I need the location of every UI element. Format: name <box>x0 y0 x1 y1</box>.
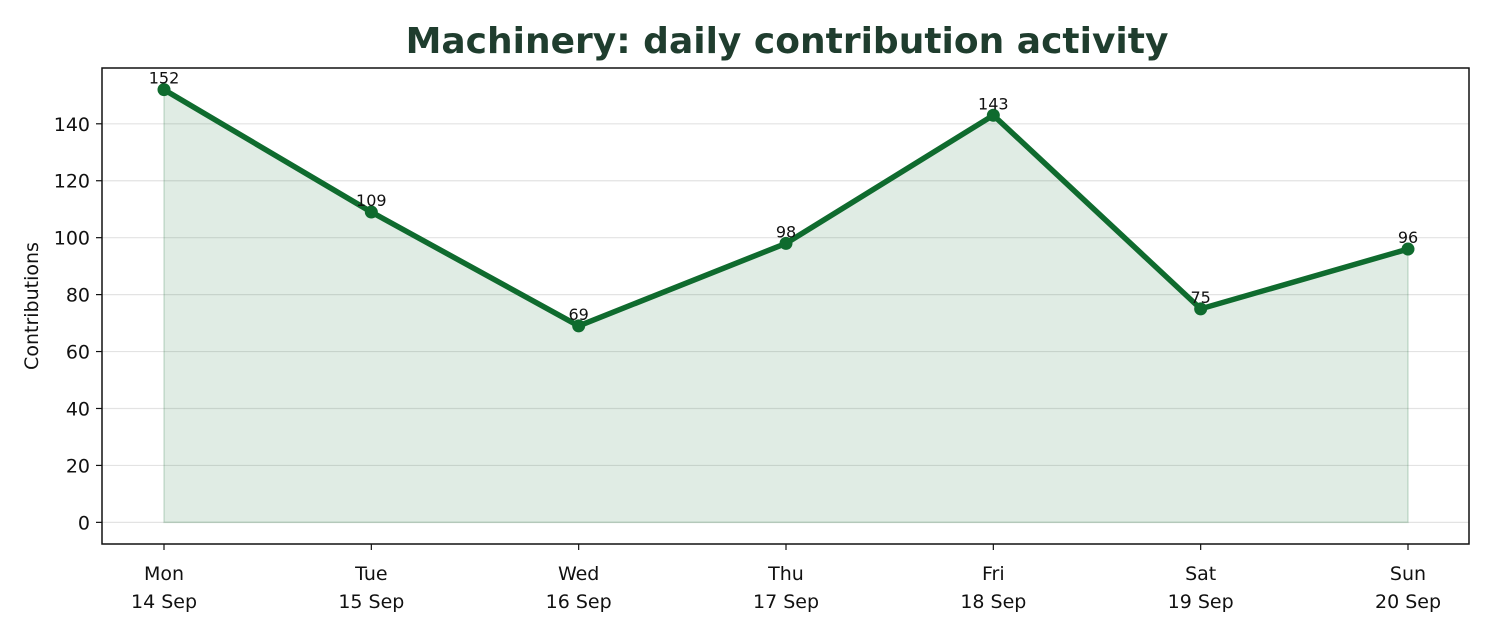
data-point <box>986 108 1000 122</box>
x-tick-label-day: Sat <box>1185 563 1216 585</box>
x-tick-label-day: Thu <box>767 563 804 585</box>
axis-layer: 0 20 40 60 80 100 120 140 Mon 14 Sep Tue 15 Sep Wed 1… <box>21 67 1470 613</box>
data-point <box>364 205 378 219</box>
y-tick-label: 100 <box>54 228 90 250</box>
data-label: 96 <box>1398 228 1418 247</box>
y-tick-label: 0 <box>78 512 90 534</box>
data-label: 98 <box>776 222 796 241</box>
y-tick-label: 120 <box>54 171 90 193</box>
y-tick-label: 60 <box>66 342 90 364</box>
data-point <box>1401 242 1415 256</box>
data-point <box>779 236 793 250</box>
x-tick-label-day: Tue <box>354 563 387 585</box>
area-layer <box>163 88 1409 524</box>
data-label: 75 <box>1190 288 1210 307</box>
data-label: 143 <box>978 94 1009 113</box>
data-point <box>1194 302 1208 316</box>
x-tick-label-day: Wed <box>558 563 599 585</box>
x-tick-label-date: 17 Sep <box>753 591 819 613</box>
x-tick-label-date: 16 Sep <box>546 591 612 613</box>
area-fill <box>163 88 1409 524</box>
y-tick-label: 40 <box>66 398 90 420</box>
label-layer: 152 109 69 98 143 75 96 <box>149 69 1418 324</box>
x-tick-label-date: 19 Sep <box>1168 591 1234 613</box>
plot-frame <box>101 67 1470 545</box>
y-tick-label: 20 <box>66 455 90 477</box>
x-tick-label-day: Sun <box>1390 563 1426 585</box>
data-point <box>572 319 586 333</box>
y-tick-label: 140 <box>54 114 90 136</box>
x-tick-label-date: 20 Sep <box>1375 591 1441 613</box>
point-layer <box>157 83 1415 333</box>
x-tick-label-date: 18 Sep <box>960 591 1026 613</box>
data-point <box>157 83 171 97</box>
x-tick-label-day: Mon <box>144 563 184 585</box>
y-tick-label: 80 <box>66 285 90 307</box>
x-tick-label-date: 14 Sep <box>131 591 197 613</box>
data-label: 69 <box>568 305 588 324</box>
y-axis-title: Contributions <box>21 242 43 370</box>
data-label: 152 <box>149 69 180 88</box>
chart-title: Machinery: daily contribution activity <box>405 21 1169 62</box>
x-tick-label-date: 15 Sep <box>338 591 404 613</box>
data-label: 109 <box>356 191 387 210</box>
x-tick-label-day: Fri <box>982 563 1005 585</box>
